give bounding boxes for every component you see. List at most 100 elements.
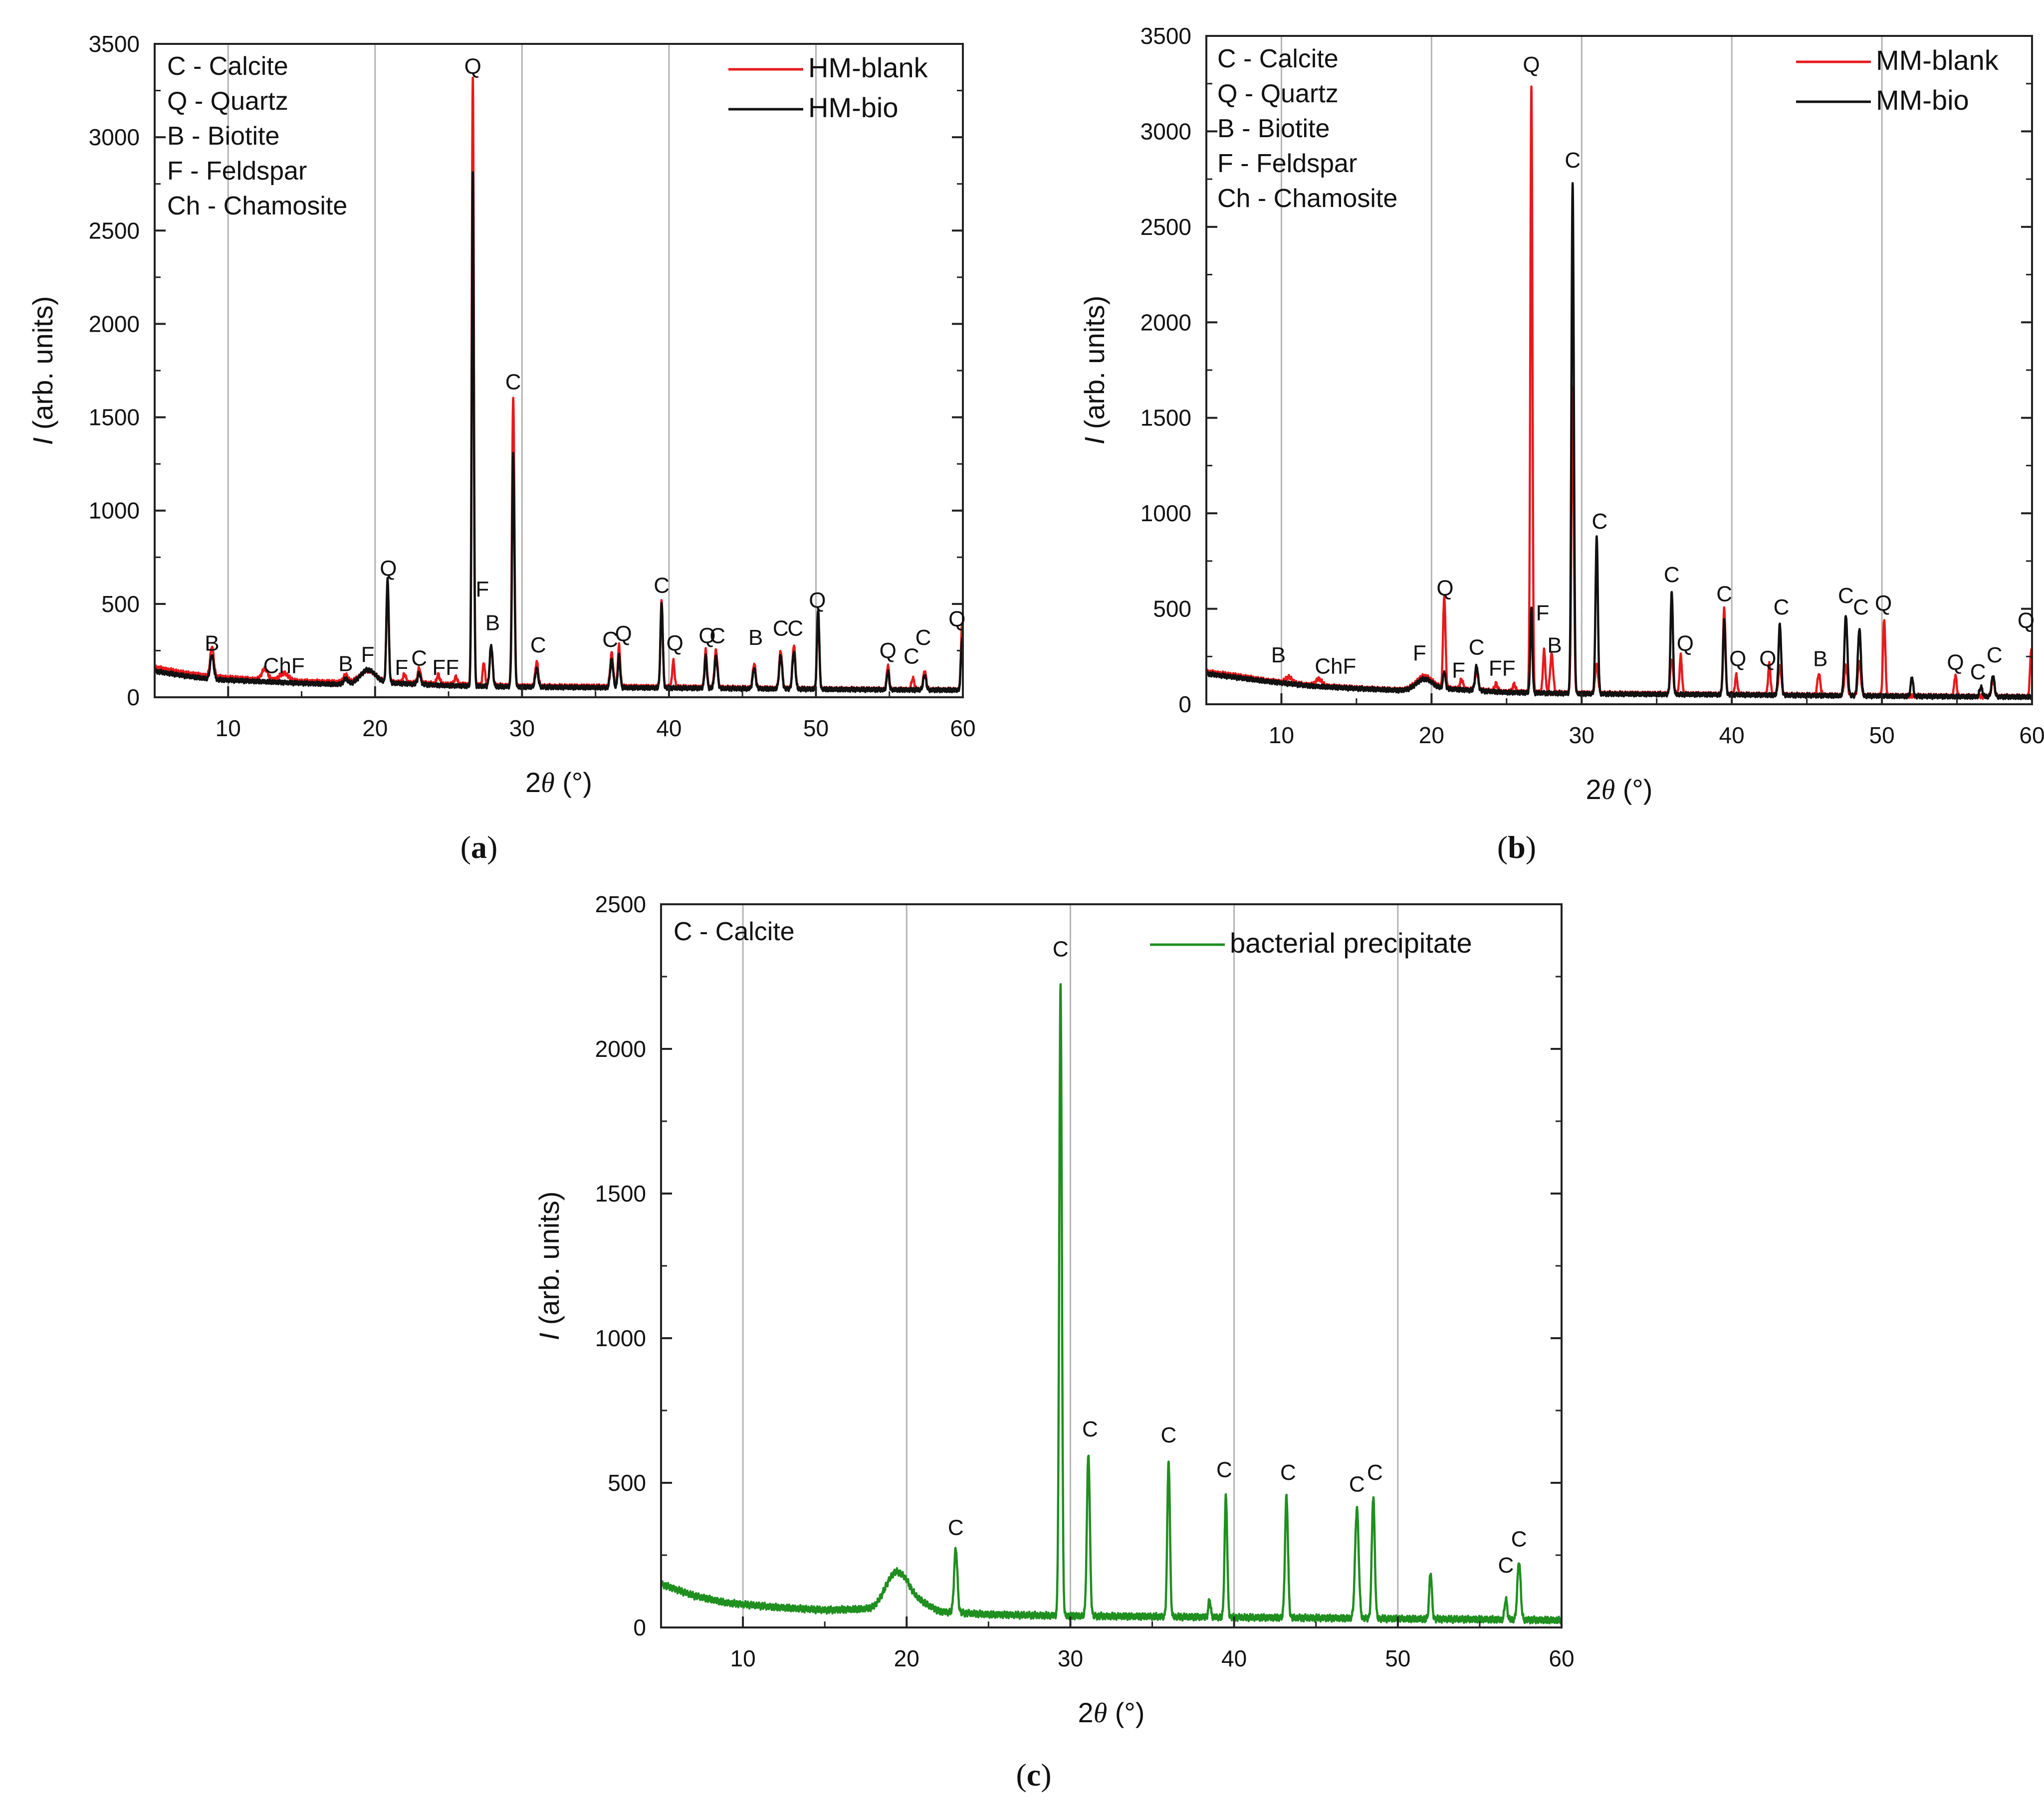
peak-annotation: B — [1813, 646, 1827, 671]
peak-annotation: C — [948, 1515, 964, 1540]
legend-label: HM-bio — [808, 92, 898, 123]
y-tick-label: 3500 — [1140, 23, 1191, 49]
y-tick-label: 1500 — [1140, 405, 1191, 431]
peak-annotation: Q — [1436, 576, 1453, 601]
peak-annotation: C — [1053, 937, 1069, 961]
y-axis-label: I (arb. units) — [533, 1192, 565, 1341]
peak-annotation: C — [1469, 635, 1485, 659]
peak-annotation: C — [1280, 1460, 1296, 1485]
peak-annotation: C — [1987, 643, 2003, 667]
phase-legend-entry: F - Feldspar — [1217, 149, 1357, 178]
x-axis-label-prefix: 2 — [525, 767, 541, 798]
peak-annotation: C — [1970, 660, 1986, 684]
y-axis-label-unit: (arb. units) — [27, 296, 58, 437]
x-tick-label: 30 — [509, 715, 535, 741]
y-tick-label: 0 — [1178, 691, 1191, 717]
peak-annotation: C — [602, 627, 618, 652]
x-axis-label-prefix: 2 — [1586, 774, 1601, 805]
y-tick-label: 0 — [127, 684, 140, 710]
peak-annotation: C — [1565, 148, 1581, 173]
peak-annotation: Q — [1523, 53, 1540, 77]
y-tick-label: 500 — [1153, 596, 1191, 622]
legend-label: MM-bio — [1876, 84, 1969, 116]
x-tick-label: 30 — [1058, 1645, 1083, 1671]
peak-annotation: Q — [464, 54, 481, 79]
series-line-hm-bio — [153, 171, 964, 694]
peak-annotation: B — [205, 631, 219, 655]
peak-annotation: ChF — [1315, 654, 1356, 679]
phase-legend-entry: Ch - Chamosite — [1217, 184, 1397, 213]
x-axis-label-symbol: θ — [1094, 1698, 1108, 1729]
x-axis-label-unit: (°) — [555, 767, 592, 798]
y-tick-label: 2500 — [595, 891, 646, 917]
peak-annotation: Q — [698, 623, 715, 648]
peak-annotation: F — [1413, 641, 1426, 665]
y-axis-label: I (arb. units) — [27, 296, 58, 445]
x-tick-label: 60 — [1549, 1645, 1574, 1671]
peak-annotation: F — [395, 655, 408, 680]
caption-letter: b — [1508, 829, 1526, 865]
plot-frame — [1205, 35, 2033, 705]
x-tick-label: 20 — [362, 715, 388, 741]
peak-annotation: F — [475, 577, 489, 602]
y-tick-label: 3000 — [1140, 118, 1191, 144]
y-tick-label: 1500 — [89, 404, 140, 430]
x-axis-label: 2θ (°) — [1586, 774, 1653, 806]
peak-annotation: C — [709, 623, 725, 648]
phase-legend-entry: Q - Quartz — [1217, 79, 1339, 108]
peak-annotation: C — [505, 370, 521, 394]
phase-legend-entry: C - Calcite — [1217, 44, 1339, 73]
x-tick-label: 30 — [1569, 722, 1594, 748]
peak-annotation: Q — [380, 557, 397, 581]
y-tick-label: 1000 — [89, 498, 140, 524]
y-tick-label: 2500 — [1140, 214, 1191, 240]
peak-annotation: Q — [948, 607, 965, 631]
x-tick-label: 10 — [216, 715, 241, 741]
x-axis-label: 2θ (°) — [1078, 1697, 1145, 1729]
peak-annotation: B — [1547, 633, 1562, 658]
x-tick-label: 50 — [1869, 722, 1895, 748]
series-line-mm-bio — [1205, 182, 2033, 700]
peak-annotation: Q — [1875, 591, 1892, 615]
peak-annotation: B — [485, 610, 500, 635]
peak-annotation: C — [1774, 595, 1790, 619]
y-tick-label: 2000 — [89, 311, 140, 337]
peak-annotation: C — [530, 633, 546, 657]
caption-paren-open: ( — [1497, 829, 1508, 865]
peak-annotation: C — [1160, 1423, 1176, 1447]
peak-annotation: Q — [1947, 650, 1964, 675]
peak-annotation: B — [1271, 643, 1286, 667]
x-axis-label-prefix: 2 — [1078, 1697, 1094, 1728]
chart-panel-b: 0 500 1000 1500 2000 2500 3000 3500 10 20 30 40 50 60… — [1079, 23, 2044, 865]
peak-annotation: F — [1452, 658, 1465, 682]
phase-legend-entry: Ch - Chamosite — [167, 192, 347, 220]
peak-annotation: C — [773, 616, 789, 640]
peak-annotation: C — [1498, 1553, 1514, 1578]
y-axis-label: I (arb. units) — [1079, 296, 1110, 445]
peak-annotation: C — [411, 646, 427, 670]
x-tick-label: 50 — [803, 715, 829, 741]
x-axis-label-unit: (°) — [1615, 774, 1652, 805]
x-axis-label-unit: (°) — [1107, 1697, 1144, 1728]
peak-annotation: Q — [615, 622, 632, 646]
peak-annotation: Q — [1677, 631, 1694, 656]
peak-annotation: C — [1216, 1457, 1232, 1482]
x-tick-label: 60 — [2019, 722, 2044, 748]
caption-letter: c — [1027, 1757, 1041, 1793]
peak-annotation: C — [787, 616, 803, 640]
caption-paren-close: ) — [487, 829, 497, 865]
phase-legend-entry: C - Calcite — [674, 917, 795, 946]
x-axis-label-symbol: θ — [1601, 775, 1615, 806]
y-tick-label: 0 — [633, 1615, 646, 1640]
phase-legend-entry: Q - Quartz — [167, 87, 288, 116]
y-tick-label: 1000 — [595, 1325, 646, 1351]
y-axis-label-symbol: I — [27, 437, 58, 445]
series-line-mm-blank — [1205, 85, 2034, 700]
legend-label: bacterial precipitate — [1230, 927, 1472, 959]
peak-annotation: Q — [2018, 608, 2035, 633]
peak-annotation: C — [1853, 595, 1869, 619]
series-line-bacterial-precipitate — [660, 983, 1563, 1624]
y-tick-label: 1500 — [595, 1181, 646, 1207]
peak-annotation: C — [1591, 509, 1607, 534]
peak-annotation: Q — [1759, 646, 1776, 671]
